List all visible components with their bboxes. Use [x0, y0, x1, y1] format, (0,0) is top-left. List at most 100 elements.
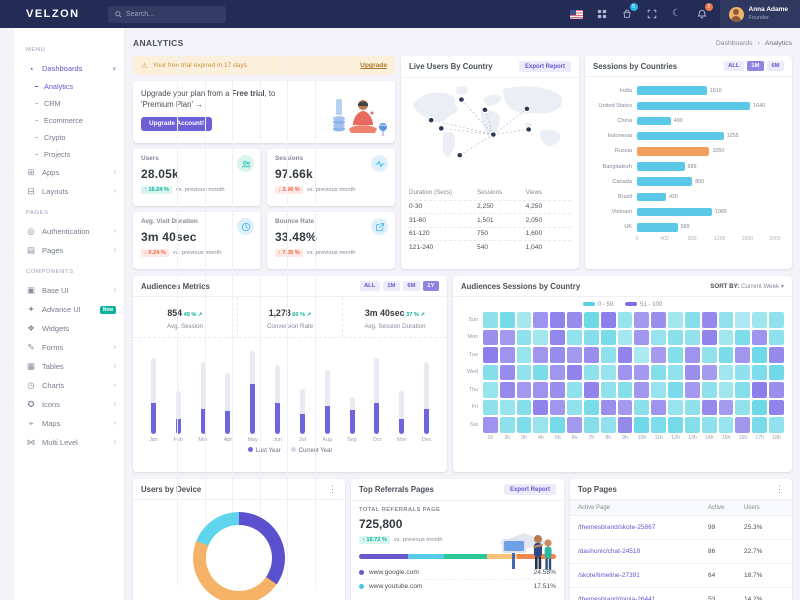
stat-value: 33.48%: [275, 230, 317, 244]
sidebar-item-maps[interactable]: ⌖ Maps ›: [26, 414, 124, 433]
sidebar-subitem-ecommerce[interactable]: Ecommerce: [26, 112, 124, 129]
x-tick-label: 0: [635, 235, 639, 242]
fullscreen-icon[interactable]: [645, 7, 659, 21]
table-row: 31-60 1,501 2,050: [409, 213, 571, 227]
sidebar-item-authentication[interactable]: ◎ Authentication ›: [26, 222, 124, 241]
sidebar-subitem-crypto[interactable]: Crypto: [26, 129, 124, 146]
stat-value: 1,278: [268, 308, 291, 318]
filter-button-1m[interactable]: 1M: [746, 61, 764, 71]
upgrade-account-button[interactable]: Upgrade Account!: [141, 116, 213, 131]
sidebar-item-tables[interactable]: ▦ Tables ›: [26, 357, 124, 376]
page-link[interactable]: /themesbrand/minia-26441: [578, 596, 656, 600]
bar-category-label: Indonesia: [607, 133, 632, 140]
export-report-button[interactable]: Export Report: [503, 484, 556, 495]
sort-by-dropdown[interactable]: SORT BY: Current Week ▾: [710, 282, 784, 290]
heatmap-cell: [634, 312, 650, 328]
breadcrumb-root[interactable]: Dashboards: [715, 39, 753, 47]
topbar: VELZON 5 ☾ 3 Anna Adame Founder: [0, 0, 800, 28]
search-box[interactable]: [108, 5, 226, 23]
heatmap-cell: [735, 347, 751, 363]
referral-row[interactable]: www.youtube.com 17.51%: [359, 579, 556, 593]
page-link[interactable]: /skote/timeline-27391: [578, 572, 640, 579]
chevron-right-icon: ›: [113, 344, 116, 351]
sidebar-item-layouts[interactable]: ⊟ Layouts ›: [26, 182, 124, 201]
more-menu-icon[interactable]: ⋮: [328, 483, 337, 494]
filter-button-6m[interactable]: 6M: [402, 281, 420, 291]
legend-dot: [247, 447, 253, 452]
upgrade-link[interactable]: Upgrade: [360, 62, 387, 69]
last-year-segment: [299, 414, 305, 434]
page-link[interactable]: /themesbrand/skote-25867: [578, 524, 656, 531]
users-by-device-title: Users by Device: [141, 484, 202, 494]
hour-label: 7h: [588, 434, 595, 441]
heatmap-cell: [769, 382, 784, 398]
user-menu[interactable]: Anna Adame Founder: [719, 0, 800, 28]
sidebar-item-advance-ui[interactable]: ✦ Advance UI New: [26, 300, 124, 319]
sidebar-subitem-analytics[interactable]: Analytics: [26, 78, 124, 95]
column-group: [141, 338, 166, 434]
heatmap-cell: [769, 417, 784, 433]
sidebar-item-dashboards[interactable]: ◔ Dashboards ▾: [26, 59, 124, 78]
stacked-column: [175, 390, 181, 434]
heatmap-cell: [735, 417, 751, 433]
heatmap-cell: [483, 417, 498, 433]
table-row: 121-240 540 1,040: [409, 240, 571, 254]
chevron-right-icon: ›: [113, 188, 116, 195]
language-flag-icon[interactable]: [570, 7, 584, 21]
heatmap-cell: [567, 329, 582, 345]
heatmap-cell: [617, 399, 633, 415]
sidebar-subitem-projects[interactable]: Projects: [26, 146, 124, 163]
hour-label: 13h: [688, 434, 697, 441]
filter-button-all[interactable]: ALL: [359, 281, 380, 291]
sidebar-subitem-crm[interactable]: CRM: [26, 95, 124, 112]
bar-row: Russia 1050: [593, 144, 784, 159]
cart-icon[interactable]: 5: [620, 3, 638, 21]
filter-button-all[interactable]: ALL: [723, 61, 744, 71]
sidebar-item-widgets[interactable]: ❖ Widgets: [26, 319, 124, 338]
apps-grid-icon[interactable]: [595, 7, 609, 21]
stacked-column: [200, 361, 206, 434]
bar-row: Indonesia 1255: [593, 129, 784, 144]
sidebar-item-icons[interactable]: ✪ Icons ›: [26, 395, 124, 414]
referral-row[interactable]: www.google.com 24.58%: [359, 565, 556, 579]
heatmap-cell: [499, 312, 515, 328]
month-label: Sep: [347, 437, 357, 443]
bar: [637, 192, 666, 202]
sidebar-item-pages[interactable]: ▤ Pages ›: [26, 241, 124, 260]
bar-row: Bangladesh 689: [593, 159, 784, 174]
stat-note: vs. previous month: [175, 187, 225, 193]
day-label: Tue: [468, 351, 478, 358]
export-report-button[interactable]: Export Report: [518, 61, 571, 72]
search-input[interactable]: [126, 10, 206, 18]
more-menu-icon[interactable]: ⋮: [775, 483, 784, 494]
heatmap-cell: [499, 382, 515, 398]
notifications-bell-icon[interactable]: 3: [695, 3, 713, 21]
app-logo[interactable]: VELZON: [26, 8, 80, 20]
table-row: /themesbrand/minia-26441 53 14.2%: [570, 588, 792, 600]
current-year-segment: [399, 390, 405, 419]
stat-label: Avg. Session Duration: [364, 323, 426, 330]
last-year-segment: [399, 418, 405, 434]
stat-delta: 49 % ↗: [182, 312, 203, 318]
heatmap-cell: [583, 347, 599, 363]
last-year-segment: [374, 402, 380, 434]
heatmap-cell: [684, 329, 700, 345]
page-link[interactable]: /dashonic/chat-24518: [578, 548, 641, 555]
sidebar-item-apps[interactable]: ⊞ Apps ›: [26, 163, 124, 182]
filter-button-1m[interactable]: 1M: [382, 281, 400, 291]
heatmap-cell: [600, 347, 616, 363]
bar-row: Brazil 420: [593, 189, 784, 204]
heatmap-cell: [752, 417, 768, 433]
sidebar-item-base-ui[interactable]: ▣ Base UI ›: [26, 281, 124, 300]
filter-button-1y[interactable]: 1Y: [422, 281, 439, 291]
day-label: Wed: [467, 369, 478, 376]
sidebar-item-multi-level[interactable]: ⋈ Multi Level ›: [26, 433, 124, 452]
heatmap-cell: [684, 382, 700, 398]
filter-button-6m[interactable]: 6M: [766, 61, 784, 71]
sidebar-item-forms[interactable]: ✎ Forms ›: [26, 338, 124, 357]
referrals-delta-note: vs. previous month: [393, 537, 443, 543]
sidebar-item-charts[interactable]: ◷ Charts ›: [26, 376, 124, 395]
forms-icon: ✎: [27, 342, 35, 352]
dark-mode-icon[interactable]: ☾: [672, 8, 681, 19]
heatmap-cell: [617, 382, 633, 398]
